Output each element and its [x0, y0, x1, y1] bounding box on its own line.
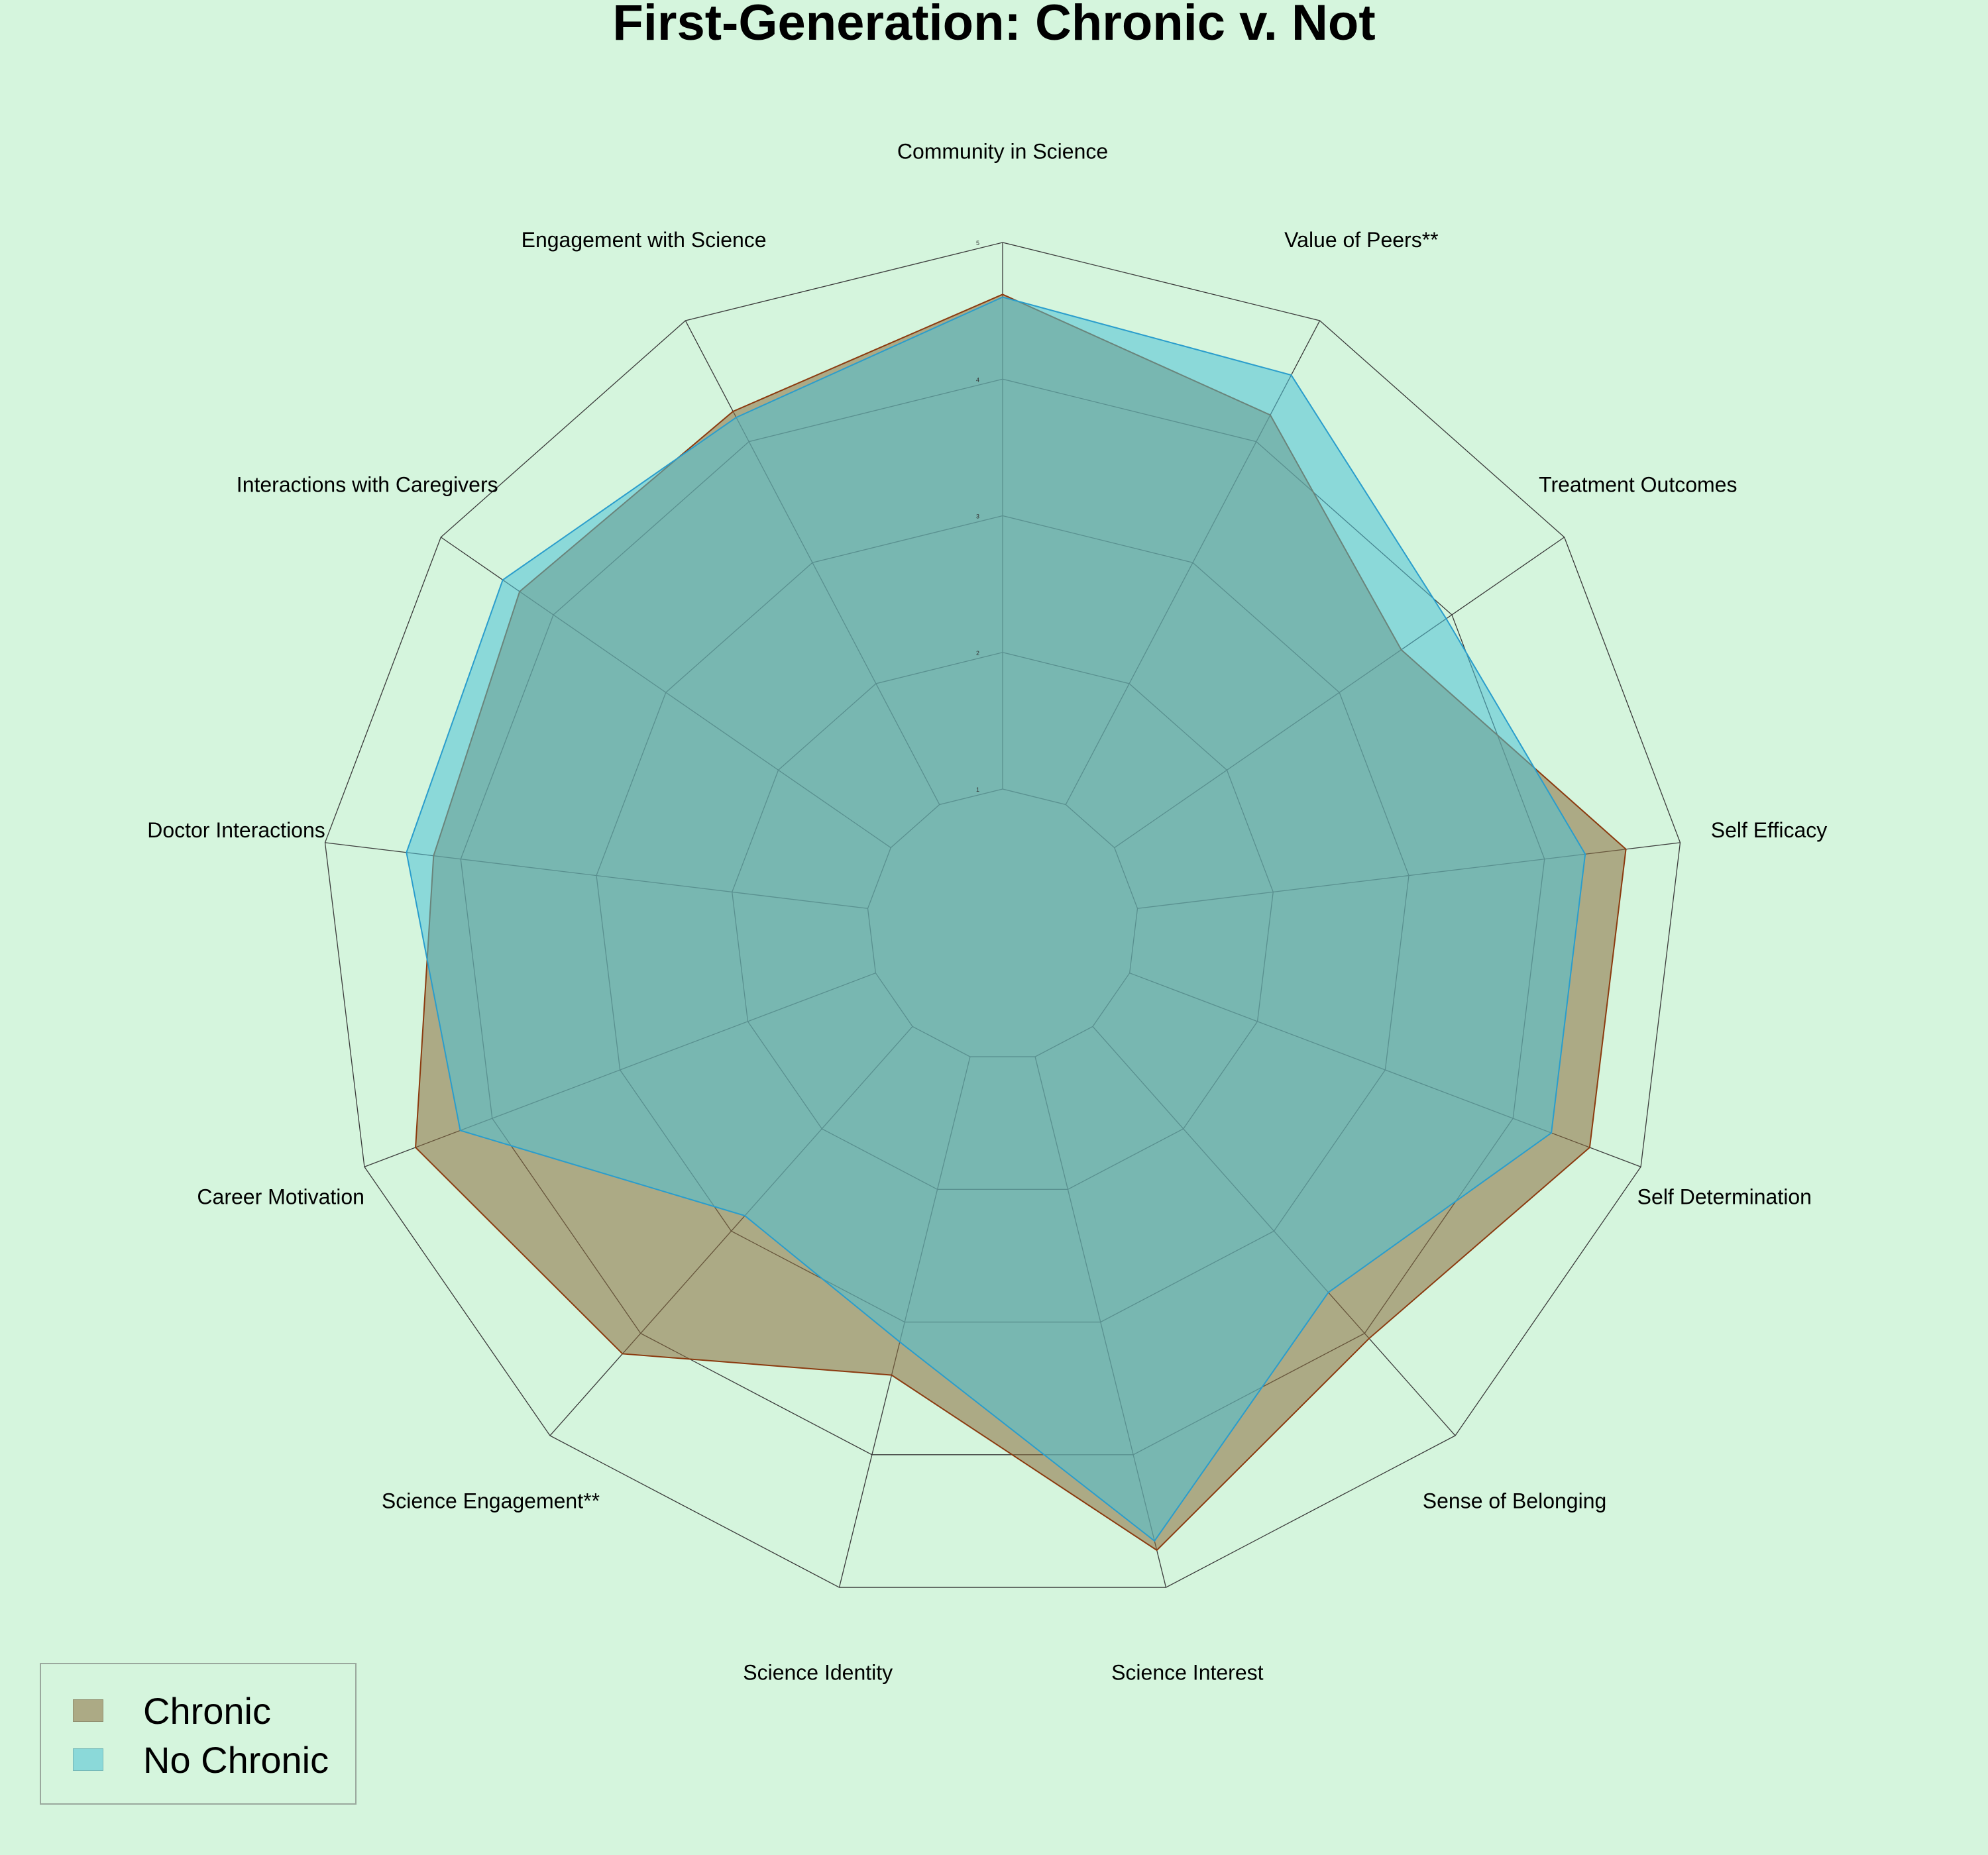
legend: Chronic No Chronic — [40, 1663, 357, 1805]
axis-label-science-identity: Science Identity — [743, 1661, 893, 1685]
tick-label-3: 3 — [976, 513, 979, 520]
axis-label-career-motivation: Career Motivation — [197, 1185, 364, 1209]
radar-series — [406, 293, 1627, 1552]
axis-label-community-in-science: Community in Science — [897, 139, 1108, 163]
legend-label-chronic: Chronic — [143, 1689, 271, 1732]
axis-label-sense-of-belonging: Sense of Belonging — [1423, 1489, 1607, 1512]
axis-label-science-interest: Science Interest — [1111, 1661, 1264, 1685]
grid-ring-5 — [324, 242, 1681, 1588]
axis-label-engagement-with-science: Engagement with Science — [522, 228, 767, 252]
tick-label-1: 1 — [976, 786, 979, 793]
axis-label-self-efficacy: Self Efficacy — [1711, 818, 1827, 842]
series-no-chronic — [406, 296, 1586, 1542]
radial-tick-labels: 1 2 3 4 5 — [976, 240, 979, 793]
axis-labels: Community in Science Value of Peers** Trea… — [147, 139, 1827, 1684]
legend-item-no-chronic: No Chronic — [73, 1738, 329, 1781]
axis-label-interactions-with-caregivers: Interactions with Caregivers — [237, 473, 498, 497]
tick-label-4: 4 — [976, 376, 979, 383]
axis-label-treatment-outcomes: Treatment Outcomes — [1539, 473, 1737, 497]
chart-title: First-Generation: Chronic v. Not — [612, 0, 1376, 51]
tick-label-2: 2 — [976, 650, 979, 657]
axis-label-value-of-peers: Value of Peers** — [1284, 228, 1438, 252]
axis-label-science-engagement: Science Engagement** — [382, 1489, 600, 1512]
axis-label-doctor-interactions: Doctor Interactions — [147, 818, 325, 842]
legend-item-chronic: Chronic — [73, 1689, 271, 1732]
legend-swatch-chronic — [73, 1699, 103, 1722]
axis-label-self-determination: Self Determination — [1637, 1185, 1812, 1209]
tick-label-5: 5 — [976, 240, 979, 246]
legend-label-no-chronic: No Chronic — [143, 1738, 329, 1781]
legend-swatch-no-chronic — [73, 1748, 103, 1771]
